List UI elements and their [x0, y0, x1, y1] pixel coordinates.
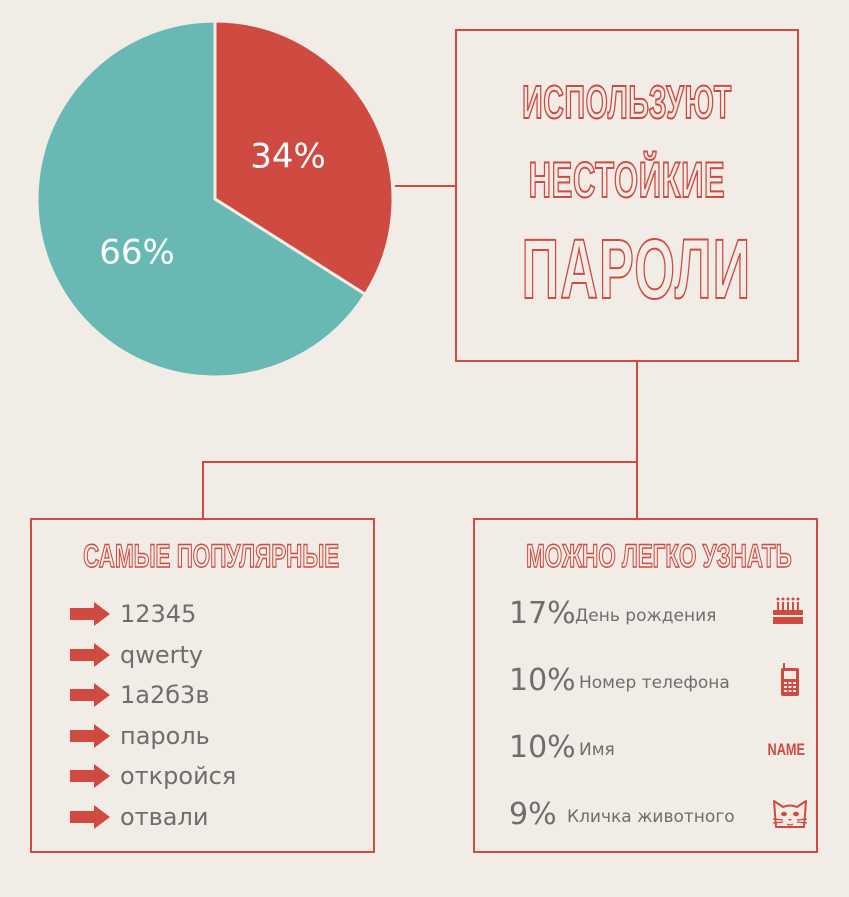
headline-line-1: ИСПОЛЬЗУЮТ: [522, 75, 732, 129]
guessable-list: 17% День рождения 1: [509, 592, 808, 860]
list-item: qwerty: [70, 635, 236, 676]
list-item: 9% Кличка животного: [509, 793, 808, 860]
mobile-phone-icon: [781, 663, 799, 696]
list-item: откройся: [70, 756, 236, 797]
popular-passwords-title: САМЫЕ ПОПУЛЯРНЫЕ: [83, 537, 340, 574]
password-text: пароль: [120, 721, 210, 750]
percent-value: 9%: [509, 797, 557, 832]
pie-slice-1: [35, 19, 367, 379]
password-text: откройся: [120, 762, 237, 791]
list-item: 12345: [70, 594, 236, 635]
connector-horizontal: [202, 461, 638, 463]
item-label: Имя: [579, 740, 615, 760]
list-item: 10% Номер телефона: [509, 659, 805, 726]
headline-box: ИСПОЛЬЗУЮТ НЕСТОЙКИЕ ПАРОЛИ: [455, 29, 799, 362]
connector-headline-down: [636, 362, 638, 518]
percent-value: 17%: [509, 596, 576, 631]
connector-left-down: [202, 461, 204, 518]
item-label: День рождения: [575, 606, 717, 626]
pie-chart: 34% 66%: [35, 19, 395, 379]
arrow-right-icon: [70, 683, 110, 708]
password-text: qwerty: [120, 640, 204, 669]
list-item: отвали: [70, 797, 236, 838]
arrow-right-icon: [70, 804, 110, 829]
arrow-right-icon: [70, 642, 110, 667]
password-text: отвали: [120, 802, 209, 831]
popular-passwords-list: 12345 qwerty 1a2б3в пароль откройся отва…: [70, 594, 236, 837]
arrow-right-icon: [70, 602, 110, 627]
item-label: Кличка животного: [567, 807, 735, 827]
cat-face-icon: [772, 800, 808, 828]
arrow-right-icon: [70, 723, 110, 748]
pie-slice-label-0: 34%: [250, 137, 326, 177]
password-text: 12345: [120, 600, 197, 629]
percent-value: 10%: [509, 663, 576, 698]
name-icon: NAME: [767, 740, 805, 759]
list-item: 17% День рождения: [509, 592, 805, 659]
guessable-box: МОЖНО ЛЕГКО УЗНАТЬ 17% День рождения: [473, 518, 818, 853]
item-label: Номер телефона: [579, 673, 730, 693]
headline-line-2: НЕСТОЙКИЕ: [528, 151, 726, 209]
connector-pie-to-headline: [395, 185, 455, 187]
popular-passwords-box: САМЫЕ ПОПУЛЯРНЫЕ 12345 qwerty 1a2б3в пар…: [30, 518, 375, 853]
list-item: пароль: [70, 716, 236, 757]
arrow-right-icon: [70, 764, 110, 789]
list-item: 1a2б3в: [70, 675, 236, 716]
list-item: 10% Имя NAME: [509, 726, 805, 793]
guessable-title: МОЖНО ЛЕГКО УЗНАТЬ: [526, 537, 792, 574]
headline-line-3: ПАРОЛИ: [521, 221, 752, 317]
pie-slice-label-1: 66%: [99, 232, 175, 272]
percent-value: 10%: [509, 730, 576, 765]
birthday-cake-icon: [773, 597, 803, 624]
password-text: 1a2б3в: [120, 681, 210, 710]
